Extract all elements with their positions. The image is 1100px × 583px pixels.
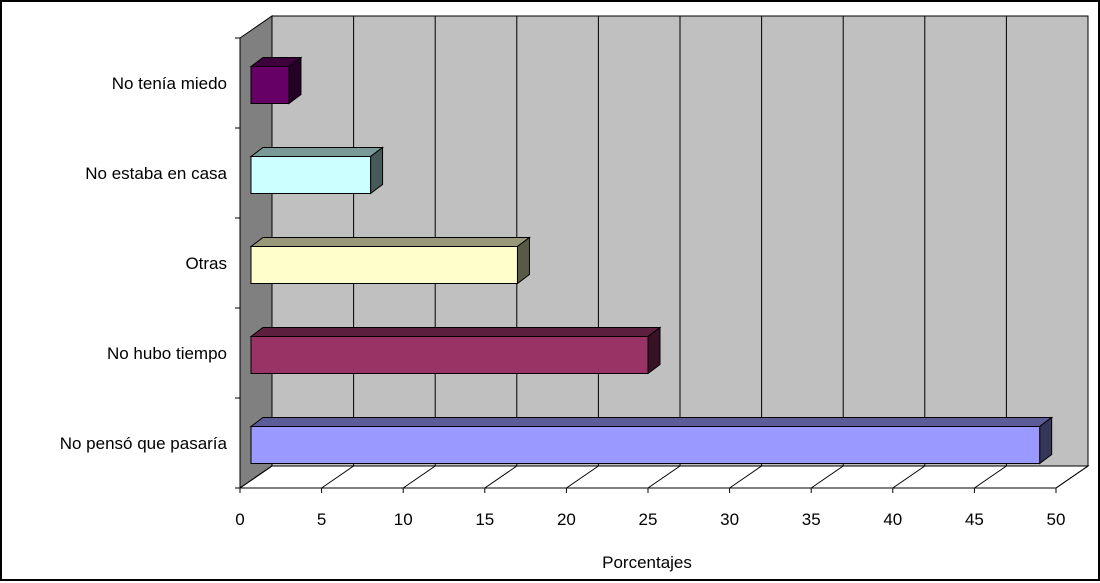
x-tick-label: 50 bbox=[1047, 510, 1066, 529]
bar-front bbox=[250, 246, 518, 284]
x-axis-title: Porcentajes bbox=[602, 553, 692, 572]
category-label: No tenía miedo bbox=[112, 74, 227, 93]
floor-gridline-35 bbox=[810, 465, 844, 489]
x-tick-label: 45 bbox=[965, 510, 984, 529]
floor-gridline-15 bbox=[484, 465, 518, 489]
bar-front bbox=[250, 66, 290, 104]
bar-top bbox=[249, 327, 662, 337]
x-tick-label: 15 bbox=[475, 510, 494, 529]
category-label: No hubo tiempo bbox=[107, 344, 227, 363]
x-tick-label: 5 bbox=[317, 510, 326, 529]
bar-2 bbox=[249, 146, 385, 195]
bar-top bbox=[249, 147, 385, 157]
floor-gridline-10 bbox=[402, 465, 436, 489]
bar-4 bbox=[249, 326, 662, 375]
floor-gridline-0 bbox=[239, 465, 273, 489]
bar-1 bbox=[249, 56, 303, 105]
x-tick-labels: 0 5 10 15 20 25 30 35 40 45 50 bbox=[235, 488, 1065, 529]
floor-gridline-45 bbox=[974, 465, 1007, 489]
x-tick-label: 35 bbox=[802, 510, 821, 529]
bar-5 bbox=[249, 416, 1054, 465]
floor-gridline-30 bbox=[729, 465, 762, 489]
floor-gridline-5 bbox=[321, 465, 354, 489]
x-tick-label: 40 bbox=[883, 510, 902, 529]
category-label: No estaba en casa bbox=[85, 164, 227, 183]
x-tick-label: 0 bbox=[235, 510, 244, 529]
floor-gridline-50 bbox=[1055, 465, 1089, 489]
x-tick-label: 25 bbox=[639, 510, 658, 529]
floor-gridline-40 bbox=[892, 465, 926, 489]
category-label: No pensó que pasaría bbox=[60, 434, 228, 453]
x-tick-label: 20 bbox=[557, 510, 576, 529]
x-tick-label: 10 bbox=[394, 510, 413, 529]
floor-gridline-25 bbox=[647, 465, 681, 489]
category-labels: No tenía miedo No estaba en casa Otras No h… bbox=[60, 74, 228, 453]
bar-top bbox=[249, 237, 531, 247]
bar-front bbox=[250, 156, 372, 194]
floor-gridline-20 bbox=[566, 465, 599, 489]
y-axis-ticks bbox=[235, 37, 240, 489]
bar-front bbox=[250, 426, 1041, 464]
bar-front bbox=[250, 336, 649, 374]
category-label: Otras bbox=[185, 254, 227, 273]
bars bbox=[249, 56, 1054, 465]
x-tick-label: 30 bbox=[720, 510, 739, 529]
bar-top bbox=[249, 417, 1054, 427]
bar-3 bbox=[249, 236, 531, 285]
